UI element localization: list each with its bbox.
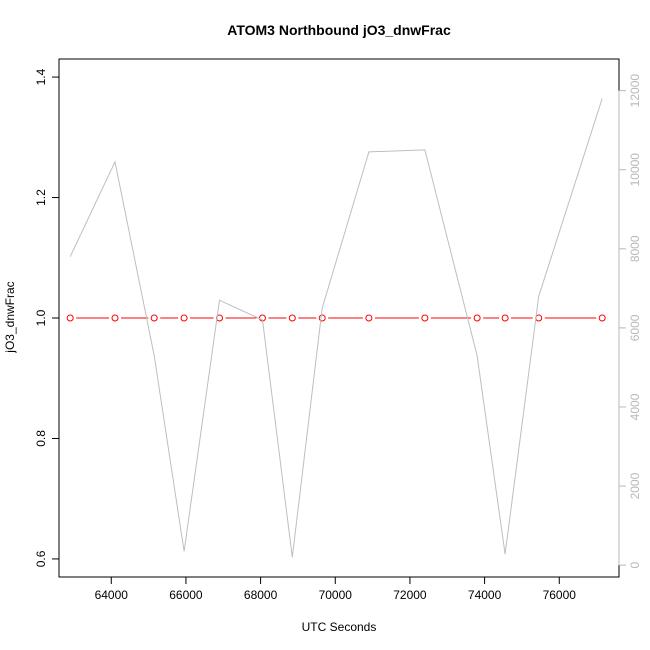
y2-tick-label: 4000 [628, 393, 642, 420]
y-tick-label: 0.8 [34, 430, 48, 447]
series-0-point [111, 314, 119, 322]
y2-tick-label: 6000 [628, 314, 642, 341]
y-tick-label: 1.2 [34, 189, 48, 206]
y-tick-label: 0.6 [34, 550, 48, 567]
x-axis-label: UTC Seconds [302, 620, 377, 634]
x-tick-label: 72000 [393, 588, 427, 602]
y2-tick-label: 10000 [628, 153, 642, 187]
series-0-point [318, 314, 326, 322]
x-tick-label: 64000 [95, 588, 129, 602]
series-0-point [365, 314, 373, 322]
x-tick-label: 68000 [244, 588, 278, 602]
x-axis: 64000 66000 68000 70000 72000 74000 76000 [95, 576, 577, 602]
y-axis-right: 0 2000 4000 6000 8000 10000 12000 [618, 74, 642, 568]
series-1-line [69, 98, 603, 558]
series-0-point [473, 314, 481, 322]
series-0-point [421, 314, 429, 322]
chart-title: ATOM3 Northbound jO3_dnwFrac [227, 22, 451, 38]
series-0-point [598, 314, 606, 322]
y-tick-label: 1.4 [34, 68, 48, 85]
y2-tick-label: 8000 [628, 235, 642, 262]
y-axis-left: 0.6 0.8 1.0 1.2 1.4 [34, 68, 60, 567]
x-tick-label: 76000 [543, 588, 577, 602]
series-0-point [66, 314, 74, 322]
x-tick-label: 74000 [468, 588, 502, 602]
y-tick-label: 1.0 [34, 309, 48, 326]
y-axis-label: jO3_dnwFrac [3, 281, 17, 353]
series-0-point [501, 314, 509, 322]
x-tick-label: 66000 [169, 588, 203, 602]
series-layer [66, 98, 606, 558]
y2-tick-label: 2000 [628, 472, 642, 499]
series-0-point [288, 314, 296, 322]
x-tick-label: 70000 [319, 588, 353, 602]
y2-tick-label: 0 [628, 561, 642, 568]
series-0-point [150, 314, 158, 322]
series-0-point [180, 314, 188, 322]
y2-tick-label: 12000 [628, 74, 642, 108]
